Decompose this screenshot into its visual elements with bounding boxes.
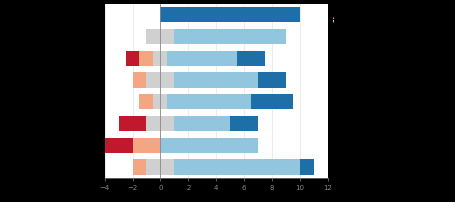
Bar <box>160 73 174 88</box>
Bar <box>237 51 265 66</box>
Bar <box>167 94 251 109</box>
Bar <box>132 73 147 88</box>
Bar <box>140 94 153 109</box>
Bar <box>160 51 167 66</box>
Bar <box>174 29 286 44</box>
Bar <box>147 29 160 44</box>
Bar <box>147 116 160 131</box>
Bar <box>126 51 140 66</box>
Bar <box>160 138 258 153</box>
Bar <box>132 159 147 175</box>
Bar <box>147 73 160 88</box>
Bar <box>160 116 174 131</box>
Bar <box>300 159 313 175</box>
Bar <box>174 73 258 88</box>
Bar <box>147 159 160 175</box>
Bar <box>174 116 230 131</box>
Bar <box>160 159 174 175</box>
Bar <box>258 73 286 88</box>
Bar <box>153 51 160 66</box>
Bar <box>132 138 160 153</box>
Legend: , , , , : , , , , <box>333 17 334 23</box>
Bar <box>153 94 160 109</box>
Bar <box>167 51 237 66</box>
Bar <box>160 94 167 109</box>
Bar <box>105 138 132 153</box>
Bar <box>119 116 147 131</box>
Bar <box>160 29 174 44</box>
Bar <box>174 159 300 175</box>
Bar <box>230 116 258 131</box>
Bar <box>140 51 153 66</box>
Bar <box>160 7 300 22</box>
Bar <box>251 94 293 109</box>
